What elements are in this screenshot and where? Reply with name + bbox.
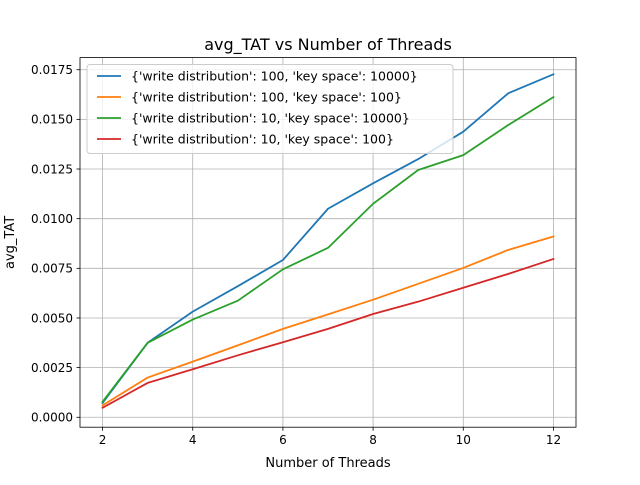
series-line-3 [101, 95, 555, 404]
series-line-1 [101, 73, 555, 405]
x-tick-label: 10 [456, 433, 471, 447]
series-line-2 [101, 235, 555, 407]
legend-items: {'write distribution': 100, 'key space':… [97, 69, 418, 147]
y-tick-label: 0.0025 [31, 361, 73, 375]
x-axis-label: Number of Threads [265, 456, 390, 471]
x-tick-label: 2 [99, 433, 107, 447]
x-tick-label: 6 [279, 433, 287, 447]
plot-frame [79, 57, 577, 428]
legend-label-1: {'write distribution': 100, 'key space':… [131, 69, 418, 84]
chart-title: avg_TAT vs Number of Threads [204, 35, 452, 55]
legend-label-2: {'write distribution': 100, 'key space':… [131, 90, 402, 105]
legend-label-4: {'write distribution': 10, 'key space': … [131, 132, 394, 147]
legend-box [86, 64, 454, 154]
series-line-4 [101, 257, 555, 409]
series-lines [101, 73, 555, 409]
x-tick-label: 4 [189, 433, 197, 447]
y-tick-label: 0.0125 [31, 162, 73, 176]
axis-ticks: 2 4 6 8 10 12 0.0000 0.0025 0.0050 0.0075 0.0100 0.… [31, 63, 561, 447]
y-tick-label: 0.0175 [31, 63, 73, 77]
x-tick-label: 8 [369, 433, 377, 447]
x-tick-label: 12 [546, 433, 561, 447]
y-tick-label: 0.0100 [31, 212, 73, 226]
y-tick-label: 0.0000 [31, 411, 73, 425]
legend-label-3: {'write distribution': 10, 'key space': … [131, 111, 410, 126]
legend: {'write distribution': 100, 'key space':… [86, 64, 454, 154]
y-tick-label: 0.0075 [31, 262, 73, 276]
y-tick-label: 0.0150 [31, 113, 73, 127]
y-axis-label: avg_TAT [3, 216, 18, 269]
y-tick-label: 0.0050 [31, 311, 73, 325]
